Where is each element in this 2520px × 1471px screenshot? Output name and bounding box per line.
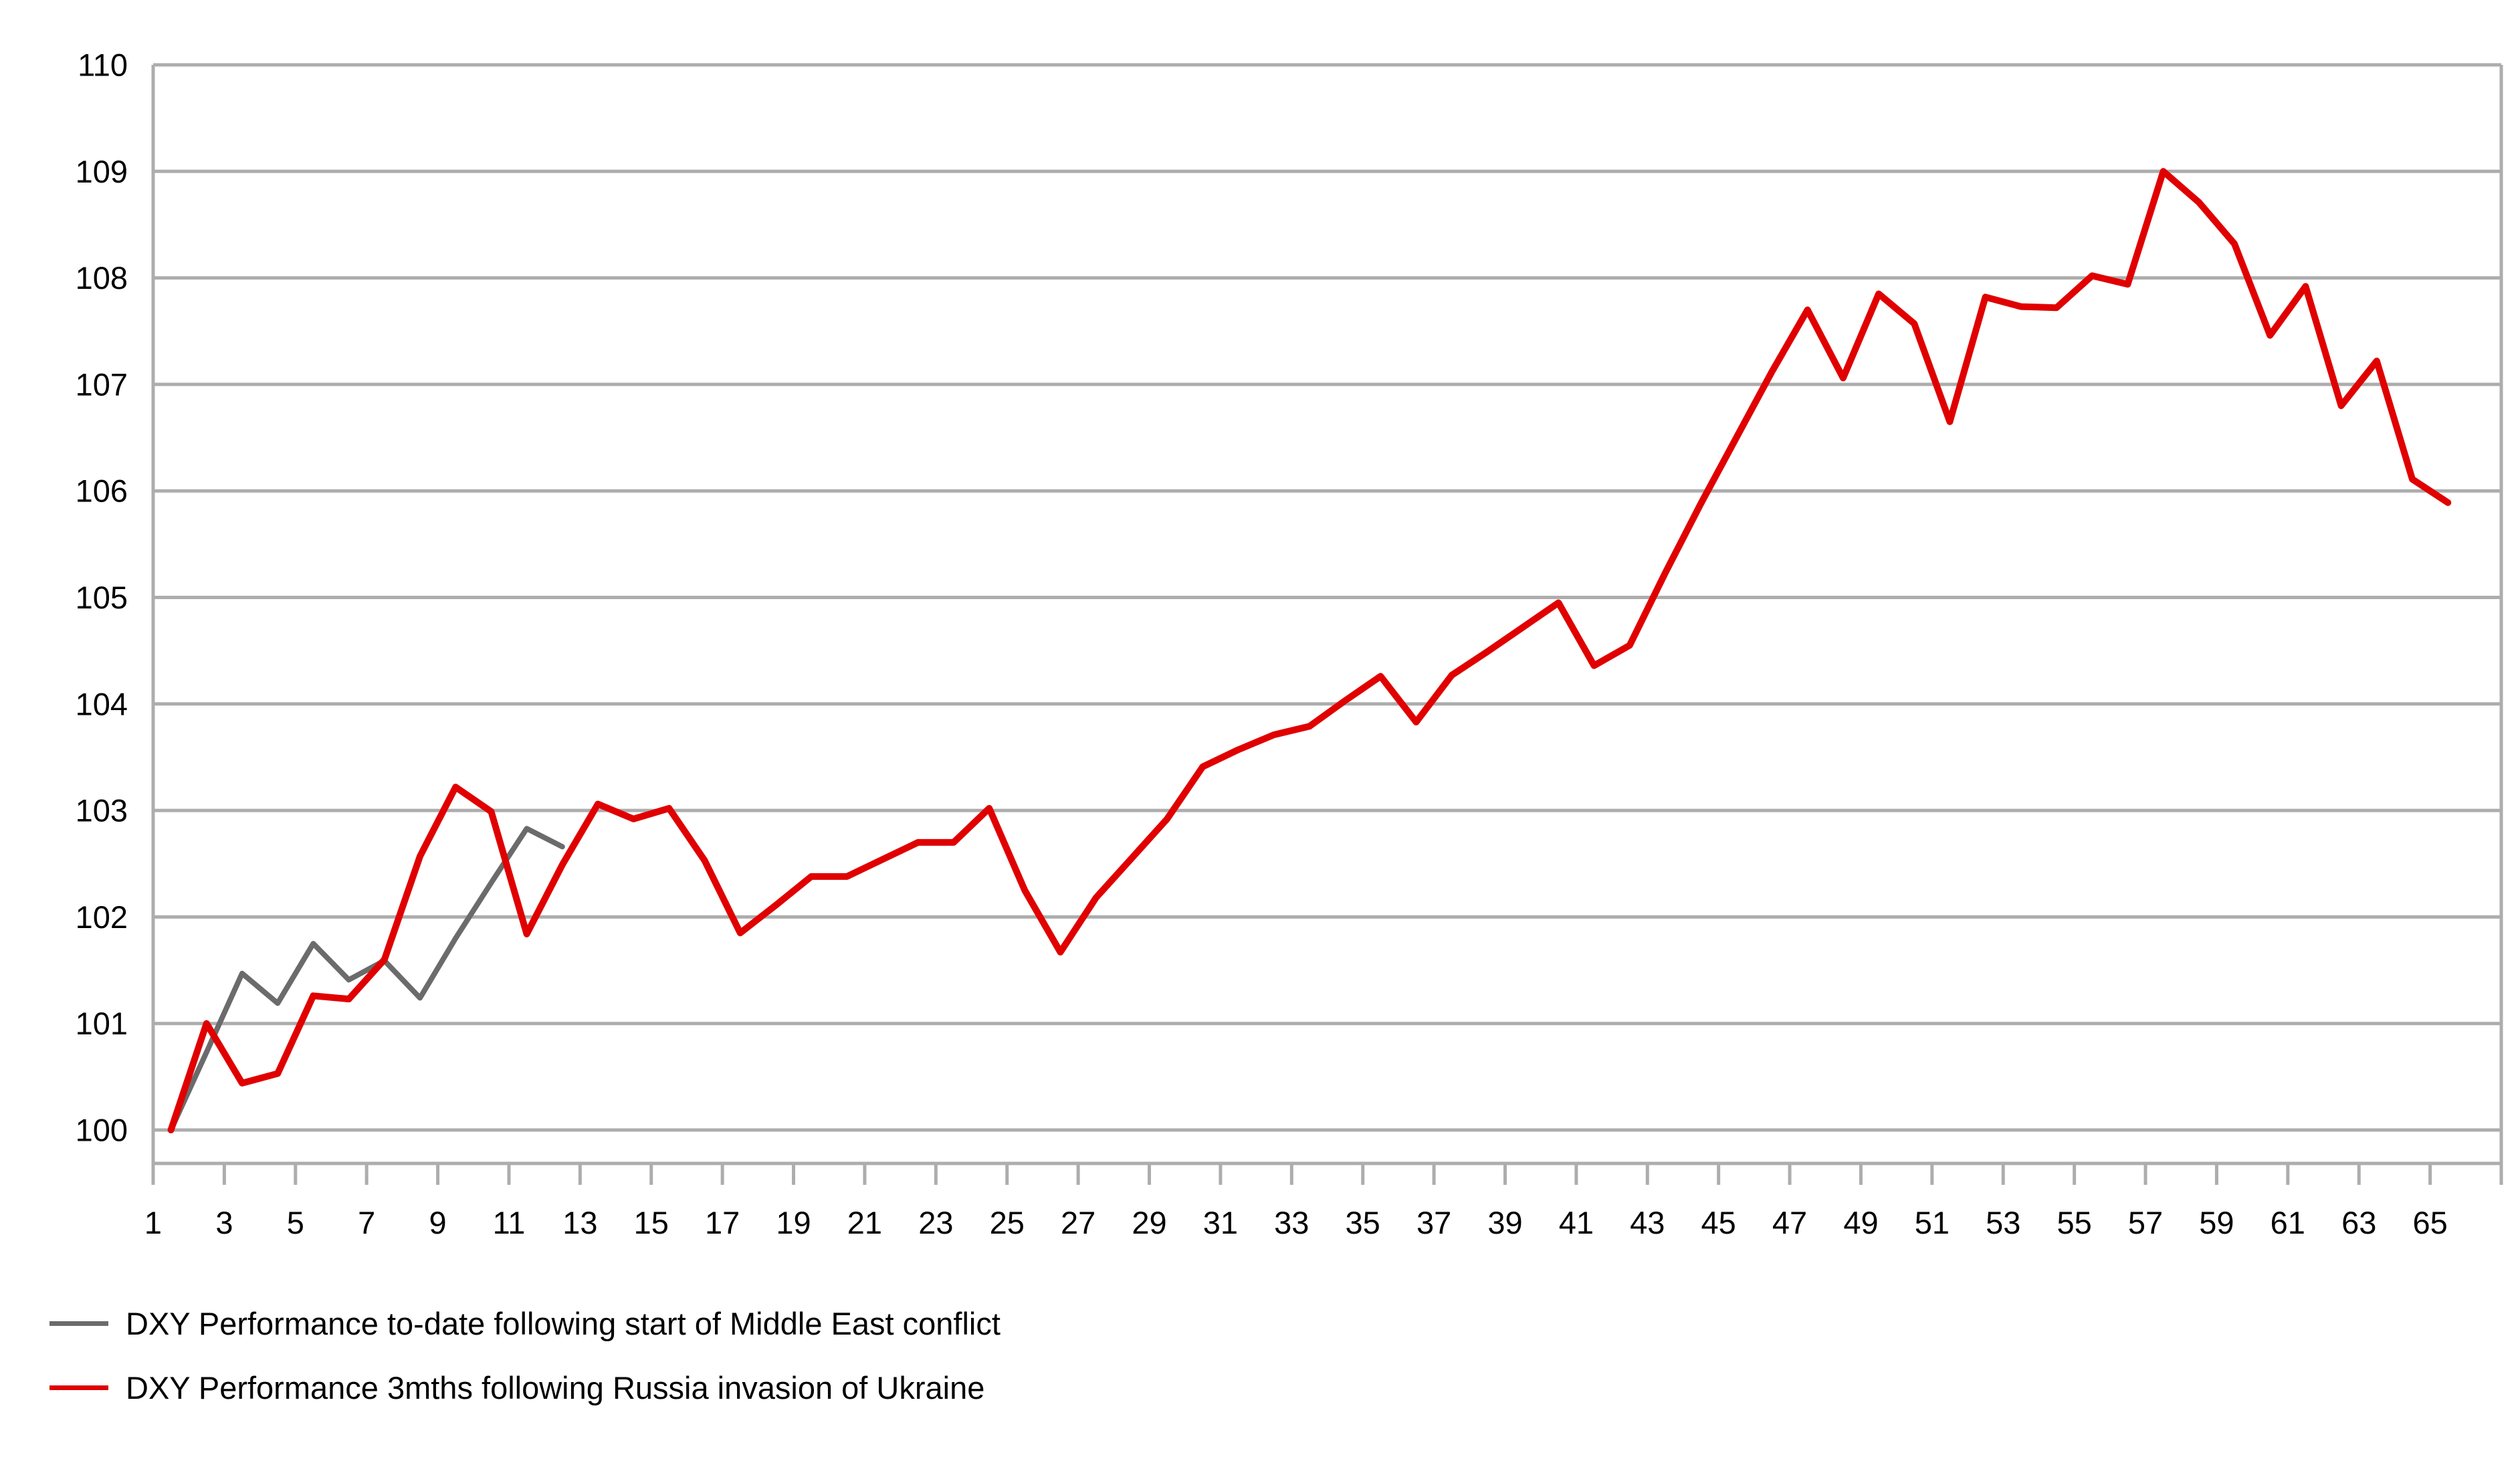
x-axis-tick-label: 33	[1274, 1205, 1309, 1240]
y-axis-tick-label: 110	[78, 47, 128, 83]
y-axis-tick-label: 103	[76, 793, 128, 828]
y-axis-tick-label: 104	[76, 686, 128, 721]
x-axis-tick-label: 57	[2128, 1205, 2163, 1240]
legend-item-label: DXY Performance to-date following start …	[126, 1305, 1001, 1341]
legend-item-russia: DXY Performance 3mths following Russia i…	[49, 1365, 1001, 1409]
x-axis-tick-label: 19	[776, 1205, 811, 1240]
x-axis-tick-label: 65	[2412, 1205, 2447, 1240]
x-axis-tick-label: 51	[1915, 1205, 1950, 1240]
x-axis-tick-label: 25	[990, 1205, 1025, 1240]
x-axis-tick-label: 17	[705, 1205, 740, 1240]
x-axis-tick-label: 35	[1346, 1205, 1380, 1240]
legend-line-swatch-gray	[49, 1321, 108, 1326]
legend: DXY Performance to-date following start …	[49, 1301, 1001, 1409]
x-axis-tick-label: 37	[1416, 1205, 1451, 1240]
y-axis-tick-label: 101	[76, 1006, 128, 1041]
x-axis-tick-label: 43	[1630, 1205, 1665, 1240]
x-axis-tick-label: 27	[1061, 1205, 1095, 1240]
series-middle-east-line	[168, 826, 565, 1133]
legend-item-label: DXY Performance 3mths following Russia i…	[126, 1369, 985, 1405]
x-axis-tick-label: 21	[847, 1205, 882, 1240]
x-axis-tick-label: 61	[2271, 1205, 2305, 1240]
x-axis-tick-label: 59	[2199, 1205, 2234, 1240]
x-axis-tick-label: 29	[1132, 1205, 1166, 1240]
x-axis-tick-label: 11	[493, 1205, 526, 1240]
legend-line-swatch-red	[49, 1385, 108, 1390]
x-axis-tick-label: 45	[1701, 1205, 1736, 1240]
x-axis-tick-label: 39	[1487, 1205, 1522, 1240]
x-axis-tick-label: 63	[2341, 1205, 2376, 1240]
x-axis-tick-label: 7	[358, 1205, 375, 1240]
x-axis-tick-label: 55	[2057, 1205, 2091, 1240]
y-axis-tick-label: 109	[76, 154, 128, 189]
y-axis-tick-label: 105	[76, 580, 128, 615]
x-axis-tick-label: 5	[287, 1205, 304, 1240]
x-axis-tick-label: 41	[1559, 1205, 1594, 1240]
x-axis-tick-label: 49	[1843, 1205, 1878, 1240]
x-axis-tick-label: 53	[1986, 1205, 2020, 1240]
y-axis-tick-label: 106	[76, 473, 128, 509]
x-axis-tick-label: 13	[562, 1205, 597, 1240]
x-axis-tick-label: 1	[144, 1205, 162, 1240]
y-axis-tick-label: 102	[76, 899, 128, 935]
x-axis-tick-label: 23	[918, 1205, 953, 1240]
legend-item-middle-east: DXY Performance to-date following start …	[49, 1301, 1001, 1345]
x-axis-tick-label: 47	[1772, 1205, 1807, 1240]
y-axis-tick-label: 107	[76, 366, 128, 402]
x-axis-tick-label: 15	[634, 1205, 669, 1240]
x-axis-tick-label: 31	[1203, 1205, 1238, 1240]
x-axis-tick-label: 9	[429, 1205, 447, 1240]
series-russia-line	[167, 168, 2452, 1133]
y-axis-tick-label: 108	[76, 260, 128, 296]
x-axis-tick-label: 3	[215, 1205, 233, 1240]
y-axis-tick-label: 100	[76, 1113, 128, 1148]
